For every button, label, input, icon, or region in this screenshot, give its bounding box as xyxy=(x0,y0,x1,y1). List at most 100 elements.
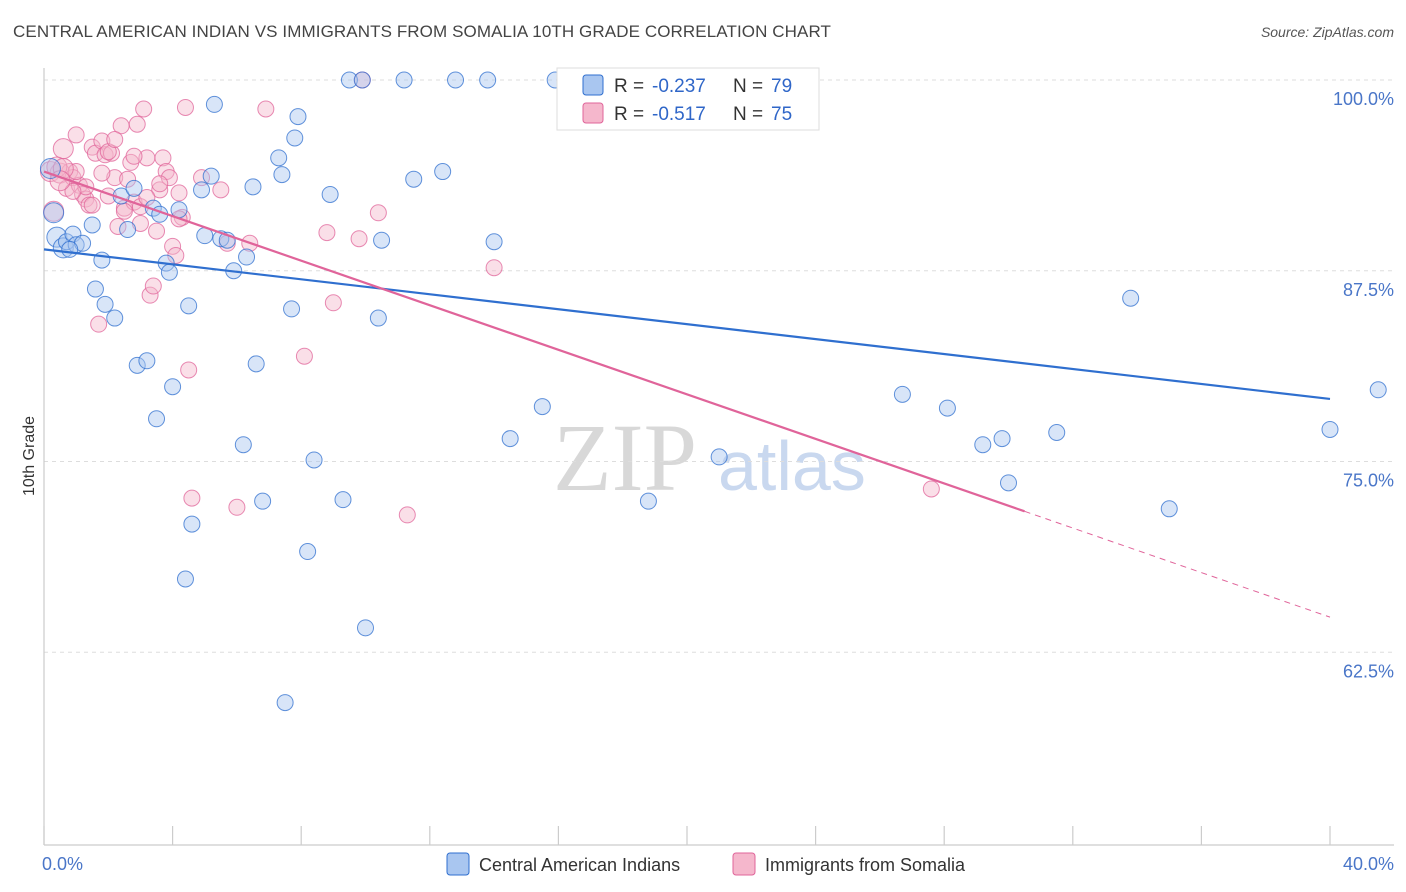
somalia-trend-line xyxy=(43,170,1025,513)
somalia-point-7 xyxy=(67,126,85,144)
trend-lines xyxy=(43,170,1331,618)
central-american-point-77 xyxy=(1369,381,1387,399)
somalia-point-64 xyxy=(67,163,85,181)
bottom-legend-swatch-pink xyxy=(732,852,756,876)
legend: R = -0.237 N = 79 R = -0.517 N = 75 xyxy=(556,67,820,131)
somalia-point-31 xyxy=(144,277,162,295)
somalia-point-45 xyxy=(212,181,230,199)
somalia-point-20 xyxy=(109,217,127,235)
somalia-point-56 xyxy=(398,506,416,524)
central-american-point-48 xyxy=(321,185,339,203)
central-american-point-76 xyxy=(1321,420,1339,438)
central-american-point-57 xyxy=(434,163,452,181)
central-american-point-0 xyxy=(39,158,61,180)
central-american-point-26 xyxy=(180,297,198,315)
central-american-point-43 xyxy=(283,300,301,318)
somalia-point-49 xyxy=(257,100,275,118)
x-ticks xyxy=(43,826,1331,845)
watermark-atlas: atlas xyxy=(718,427,866,505)
central-american-point-68 xyxy=(893,385,911,403)
somalia-point-62 xyxy=(115,202,133,220)
central-american-point-46 xyxy=(299,543,317,561)
somalia-point-23 xyxy=(119,170,137,188)
legend-n-label-blue: N = xyxy=(733,76,763,97)
legend-n-label-pink: N = xyxy=(733,104,763,125)
central-american-point-50 xyxy=(340,71,358,89)
central-american-point-53 xyxy=(369,309,387,327)
somalia-point-32 xyxy=(148,222,166,240)
bottom-legend-label-pink: Immigrants from Somalia xyxy=(765,855,966,875)
somalia-point-41 xyxy=(176,98,194,116)
central-american-point-78 xyxy=(61,240,79,258)
central-american-point-19 xyxy=(148,410,166,428)
legend-swatch-blue xyxy=(582,74,604,96)
central-american-point-45 xyxy=(289,108,307,126)
watermark: ZIP atlas xyxy=(553,404,866,511)
somalia-point-69 xyxy=(64,182,82,200)
central-american-point-75 xyxy=(1160,500,1178,518)
somalia-point-36 xyxy=(160,169,178,187)
somalia-point-71 xyxy=(151,175,169,193)
somalia-point-67 xyxy=(83,196,101,214)
somalia-point-58 xyxy=(922,480,940,498)
y-tick-labels: 62.5% 75.0% 87.5% 100.0% xyxy=(1333,89,1394,681)
central-american-point-2 xyxy=(46,226,68,248)
legend-r-label-pink: R = xyxy=(614,104,644,125)
somalia-point-26 xyxy=(128,115,146,133)
somalia-point-57 xyxy=(485,259,503,277)
legend-swatch-pink xyxy=(582,102,604,124)
central-american-point-11 xyxy=(96,295,114,313)
central-american-point-51 xyxy=(353,71,371,89)
series-somalia-points xyxy=(39,71,940,524)
central-american-point-8 xyxy=(83,216,101,234)
somalia-point-15 xyxy=(93,132,111,150)
central-american-point-70 xyxy=(974,436,992,454)
central-american-point-25 xyxy=(176,570,194,588)
x-tick-label-max: 40.0% xyxy=(1343,854,1394,874)
watermark-zip: ZIP xyxy=(553,404,697,511)
central-american-point-15 xyxy=(125,179,143,197)
central-american-point-28 xyxy=(193,181,211,199)
central-american-point-42 xyxy=(276,694,294,712)
somalia-point-72 xyxy=(93,164,111,182)
somalia-point-37 xyxy=(164,237,182,255)
central-american-point-38 xyxy=(247,355,265,373)
central-american-point-9 xyxy=(86,280,104,298)
somalia-point-14 xyxy=(90,315,108,333)
central-american-point-30 xyxy=(202,167,220,185)
bottom-legend: Central American Indians Immigrants from… xyxy=(446,852,966,876)
central-american-point-35 xyxy=(234,436,252,454)
central-american-point-23 xyxy=(164,378,182,396)
somalia-point-68 xyxy=(138,189,156,207)
central-american-point-54 xyxy=(373,231,391,249)
central-american-point-37 xyxy=(244,178,262,196)
central-american-point-14 xyxy=(119,221,137,239)
central-american-point-65 xyxy=(710,448,728,466)
central-american-point-62 xyxy=(533,398,551,416)
central-american-point-56 xyxy=(405,170,423,188)
legend-r-value-pink: -0.517 xyxy=(652,104,706,125)
somalia-trend-line-extension xyxy=(1024,510,1331,618)
central-american-point-22 xyxy=(160,263,178,281)
somalia-point-50 xyxy=(295,347,313,365)
central-american-point-39 xyxy=(254,492,272,510)
legend-r-value-blue: -0.237 xyxy=(652,76,706,97)
somalia-point-3 xyxy=(52,138,74,160)
central-american-point-60 xyxy=(485,233,503,251)
central-american-point-74 xyxy=(1122,289,1140,307)
somalia-point-30 xyxy=(141,286,159,304)
central-american-point-40 xyxy=(270,149,288,167)
central-american-point-49 xyxy=(334,491,352,509)
legend-r-label-blue: R = xyxy=(614,76,644,97)
central-american-point-47 xyxy=(305,451,323,469)
central-american-point-58 xyxy=(447,71,465,89)
somalia-point-16 xyxy=(96,146,114,164)
central-american-point-16 xyxy=(128,356,146,374)
central-american-point-71 xyxy=(993,430,1011,448)
y-tick-label-3: 100.0% xyxy=(1333,89,1394,109)
y-tick-label-2: 87.5% xyxy=(1343,280,1394,300)
y-tick-label-0: 62.5% xyxy=(1343,661,1394,681)
central-american-point-44 xyxy=(286,129,304,147)
chart-source: Source: ZipAtlas.com xyxy=(1260,24,1394,40)
